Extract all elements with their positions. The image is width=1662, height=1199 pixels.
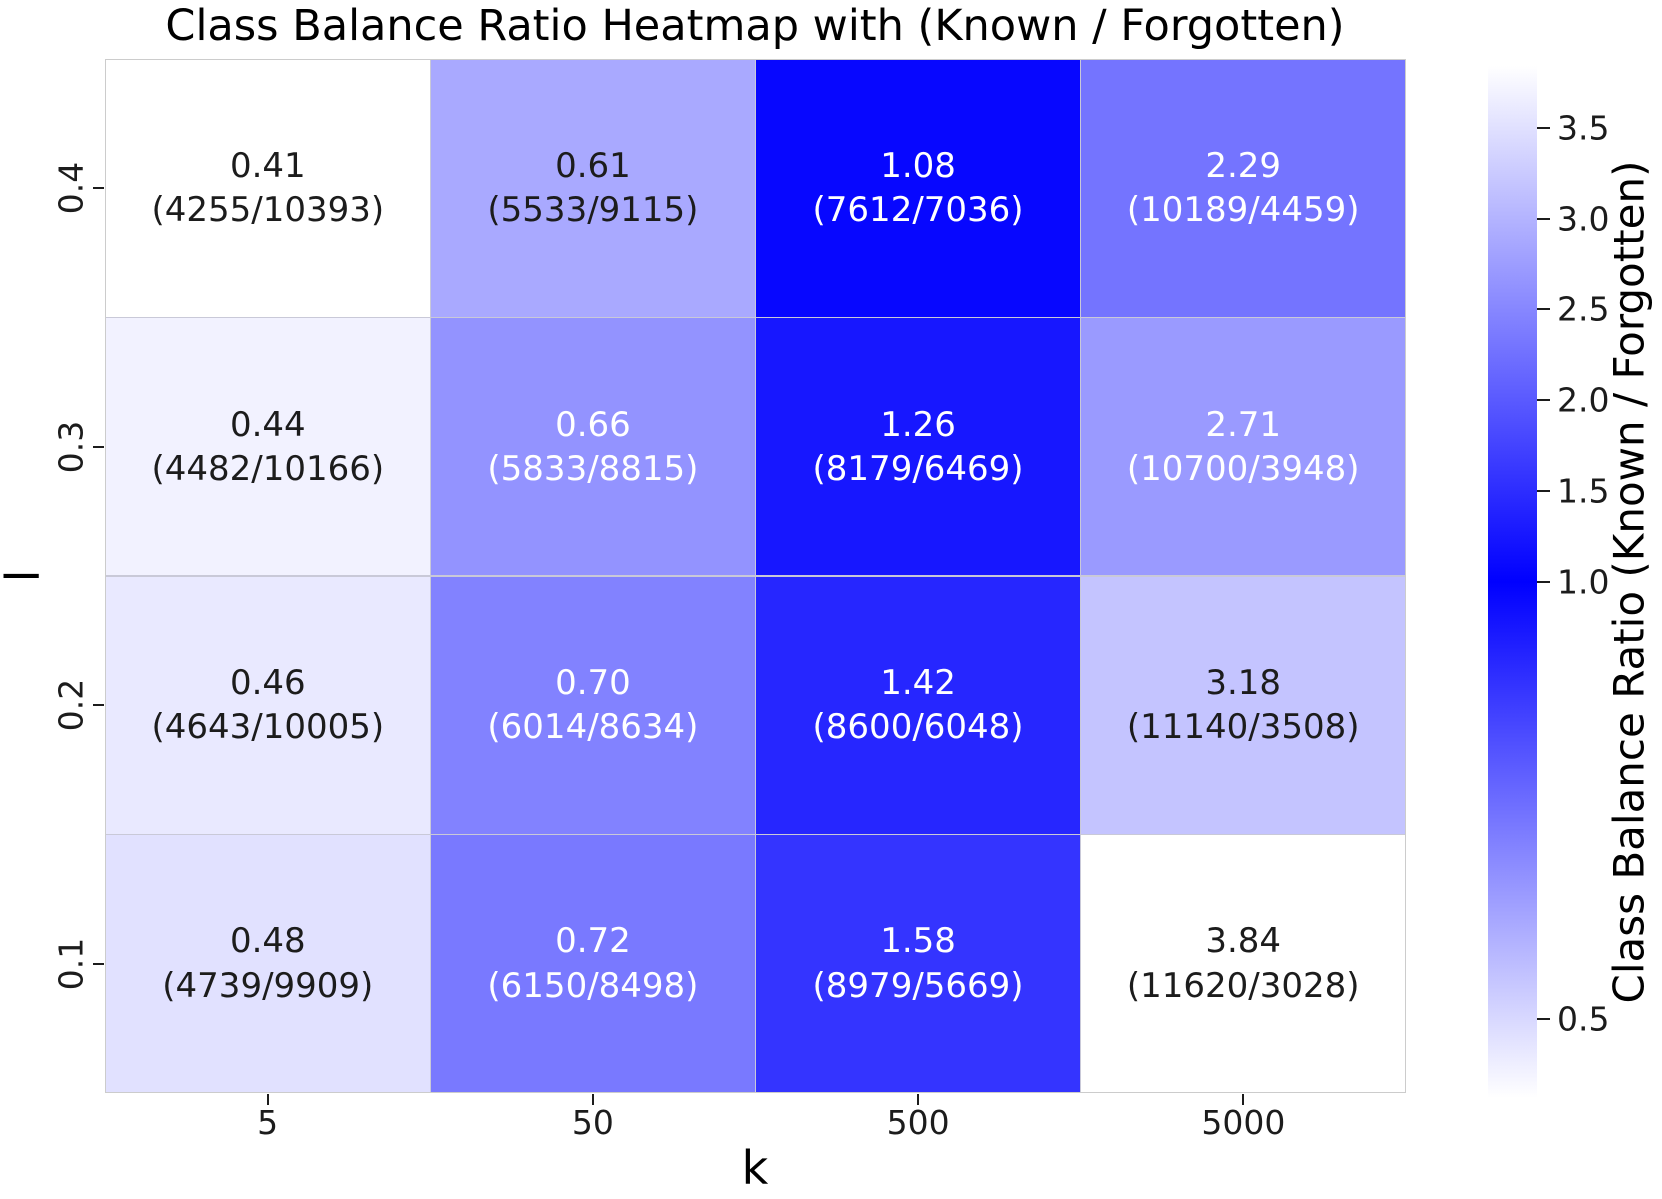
heatmap-cell: 0.44 (4482/10166) (106, 318, 430, 576)
cell-ratio-value: 0.46 (229, 663, 306, 703)
x-tick-label: 5 (257, 1103, 279, 1142)
cell-known-forgotten: (7612/7036) (812, 190, 1024, 231)
cell-known-forgotten: (8600/6048) (812, 707, 1024, 748)
cell-known-forgotten: (6014/8634) (487, 707, 699, 748)
cell-known-forgotten: (8179/6469) (812, 448, 1024, 489)
y-tick-mark (93, 187, 104, 190)
cell-ratio-value: 1.26 (880, 404, 956, 445)
colorbar-tick-mark (1537, 126, 1550, 129)
cell-ratio-value: 0.44 (229, 404, 306, 445)
heatmap-cell: 1.08 (7612/7036) (756, 60, 1080, 317)
cell-ratio-value: 3.18 (1205, 663, 1282, 703)
colorbar (1488, 66, 1537, 1098)
y-tick-mark (93, 704, 104, 707)
chart-title: Class Balance Ratio Heatmap with (Known … (165, 1, 1345, 51)
colorbar-gradient (1488, 66, 1537, 1098)
cell-known-forgotten: (5833/8815) (487, 448, 699, 489)
colorbar-tick-label: 1.0 (1557, 562, 1610, 602)
colorbar-tick-label: 1.5 (1557, 471, 1610, 511)
cell-ratio-value: 2.71 (1205, 404, 1282, 445)
heatmap-cell: 0.70 (6014/8634) (431, 576, 755, 834)
cell-known-forgotten: (6150/8498) (487, 965, 699, 1006)
x-tick-mark (917, 1094, 920, 1105)
cell-ratio-value: 0.70 (555, 663, 631, 703)
cell-known-forgotten: (5533/9115) (487, 190, 699, 231)
colorbar-tick-mark (1537, 217, 1550, 220)
cell-known-forgotten: (10700/3948) (1126, 448, 1360, 489)
x-tick-mark (591, 1094, 594, 1105)
colorbar-tick-label: 0.5 (1557, 999, 1610, 1039)
colorbar-tick-mark (1537, 490, 1550, 493)
y-tick-label: 0.1 (51, 937, 91, 990)
heatmap-cell: 1.58 (8979/5669) (756, 835, 1080, 1092)
x-tick-label: 500 (886, 1103, 950, 1142)
colorbar-tick-label: 3.0 (1557, 199, 1610, 239)
cell-ratio-value: 1.42 (880, 663, 956, 703)
x-tick-mark (1242, 1094, 1245, 1105)
x-tick-mark (266, 1094, 269, 1105)
cell-known-forgotten: (4482/10166) (151, 448, 385, 489)
heatmap-grid: 0.41 (4255/10393) 0.61 (5533/9115) 1.08 (7612… (105, 59, 1406, 1093)
heatmap-cell: 1.26 (8179/6469) (756, 318, 1080, 576)
colorbar-label: Class Balance Ratio (Known / Forgotten) (1604, 160, 1654, 1004)
colorbar-tick-label: 2.5 (1557, 289, 1610, 329)
heatmap-cell: 0.61 (5533/9115) (431, 60, 755, 317)
cell-ratio-value: 0.61 (555, 146, 631, 187)
heatmap-cell: 2.29 (10189/4459) (1081, 60, 1405, 317)
cell-known-forgotten: (11620/3028) (1126, 965, 1360, 1006)
heatmap-cell: 0.66 (5833/8815) (431, 318, 755, 576)
cell-ratio-value: 3.84 (1205, 921, 1282, 962)
cell-ratio-value: 1.58 (880, 921, 956, 962)
heatmap-cell: 2.71 (10700/3948) (1081, 318, 1405, 576)
y-tick-mark (93, 962, 104, 965)
cell-known-forgotten: (10189/4459) (1126, 190, 1360, 231)
heatmap-cell: 3.18 (11140/3508) (1081, 576, 1405, 834)
colorbar-tick-label: 3.5 (1557, 108, 1610, 148)
colorbar-tick-mark (1537, 581, 1550, 583)
cell-known-forgotten: (4643/10005) (151, 707, 385, 748)
cell-ratio-value: 0.66 (555, 404, 631, 445)
y-tick-label: 0.2 (51, 679, 91, 732)
cell-ratio-value: 0.48 (229, 921, 306, 962)
y-tick-label: 0.3 (51, 420, 91, 473)
x-axis-label: k (741, 1141, 769, 1195)
y-tick-mark (93, 445, 104, 448)
cell-known-forgotten: (8979/5669) (812, 965, 1024, 1006)
colorbar-tick-mark (1537, 1018, 1550, 1021)
heatmap-cell: 0.46 (4643/10005) (106, 576, 430, 834)
cell-ratio-value: 1.08 (880, 146, 956, 187)
x-tick-label: 5000 (1201, 1103, 1286, 1142)
colorbar-tick-mark (1537, 308, 1550, 311)
cell-known-forgotten: (4255/10393) (151, 190, 385, 231)
colorbar-tick-label: 2.0 (1557, 380, 1610, 420)
x-tick-label: 50 (571, 1103, 614, 1142)
heatmap-cell: 3.84 (11620/3028) (1081, 835, 1405, 1092)
cell-ratio-value: 2.29 (1205, 146, 1282, 187)
cell-known-forgotten: (11140/3508) (1126, 707, 1360, 748)
cell-known-forgotten: (4739/9909) (162, 965, 374, 1006)
cell-ratio-value: 0.41 (229, 146, 306, 187)
heatmap-cell: 1.42 (8600/6048) (756, 576, 1080, 834)
y-axis-label: l (0, 569, 50, 583)
heatmap-cell: 0.41 (4255/10393) (106, 60, 430, 317)
heatmap-cell: 0.48 (4739/9909) (106, 835, 430, 1092)
heatmap-cell: 0.72 (6150/8498) (431, 835, 755, 1092)
cell-ratio-value: 0.72 (555, 921, 631, 962)
y-tick-label: 0.4 (51, 162, 91, 215)
colorbar-tick-mark (1537, 399, 1550, 402)
